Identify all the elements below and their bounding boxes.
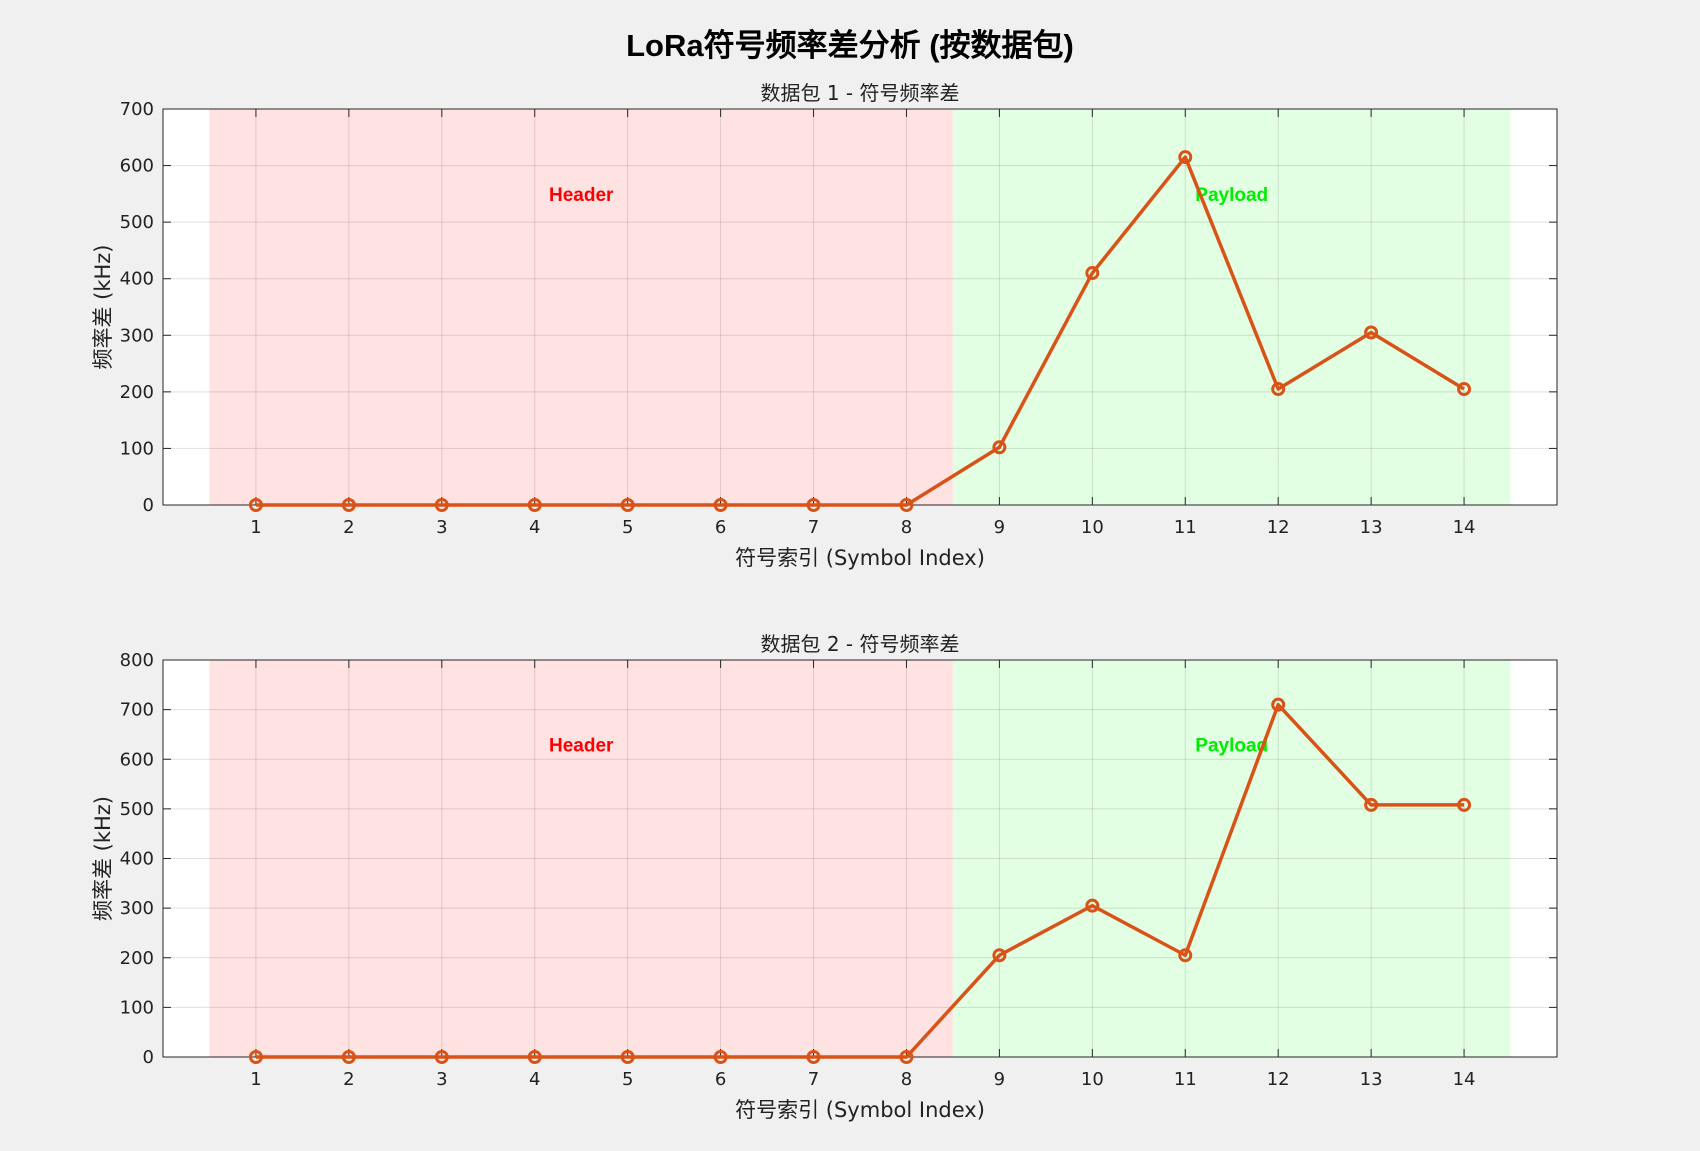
- data-point: [1457, 797, 1472, 812]
- data-point: [1085, 898, 1100, 913]
- header-region: [209, 109, 953, 505]
- y-tick-label: 100: [120, 997, 154, 1018]
- data-point: [620, 1050, 635, 1064]
- y-tick-label: 0: [143, 495, 154, 516]
- y-tick-label: 300: [120, 325, 154, 346]
- y-tick-label: 400: [120, 269, 154, 290]
- y-tick-label: 500: [120, 212, 154, 233]
- x-tick-label: 3: [436, 517, 447, 538]
- x-tick-label: 5: [622, 517, 633, 538]
- x-axis-label: 符号索引 (Symbol Index): [735, 546, 985, 570]
- x-tick-label: 7: [808, 1069, 819, 1090]
- data-point: [527, 498, 542, 512]
- data-point: [248, 1050, 263, 1064]
- x-tick-label: 6: [715, 1069, 726, 1090]
- x-tick-label: 11: [1174, 517, 1197, 538]
- x-tick-label: 14: [1453, 517, 1476, 538]
- y-tick-label: 200: [120, 382, 154, 403]
- x-tick-label: 11: [1174, 1069, 1197, 1090]
- x-tick-label: 12: [1267, 517, 1290, 538]
- data-point: [620, 498, 635, 512]
- y-axis-label: 频率差 (kHz): [91, 796, 115, 921]
- data-point: [1178, 150, 1193, 165]
- y-tick-label: 800: [120, 650, 154, 671]
- y-tick-label: 100: [120, 438, 154, 459]
- data-point: [1178, 948, 1193, 963]
- figure-title: LoRa符号频率差分析 (按数据包): [626, 28, 1074, 63]
- data-point: [713, 498, 728, 512]
- header-region: [209, 660, 953, 1057]
- x-tick-label: 2: [343, 1069, 354, 1090]
- data-point: [806, 498, 821, 512]
- x-tick-label: 5: [622, 1069, 633, 1090]
- series-line: [255, 155, 1465, 507]
- data-point: [248, 498, 263, 512]
- payload-label: Payload: [1195, 735, 1268, 756]
- x-tick-label: 7: [808, 517, 819, 538]
- y-tick-label: 400: [120, 849, 154, 870]
- x-tick-label: 1: [250, 1069, 261, 1090]
- subplot-title: 数据包 1 - 符号频率差: [760, 81, 959, 105]
- data-point: [992, 948, 1007, 963]
- x-axis-label: 符号索引 (Symbol Index): [735, 1098, 985, 1122]
- x-tick-label: 13: [1360, 517, 1383, 538]
- data-point: [1364, 325, 1379, 340]
- x-tick-label: 9: [994, 517, 1005, 538]
- subplot-title: 数据包 2 - 符号频率差: [760, 632, 959, 656]
- x-tick-label: 13: [1360, 1069, 1383, 1090]
- data-point: [992, 440, 1007, 455]
- data-point: [713, 1050, 728, 1064]
- y-tick-label: 0: [143, 1047, 154, 1068]
- header-label: Header: [549, 735, 614, 756]
- y-tick-label: 600: [120, 749, 154, 770]
- y-tick-label: 200: [120, 948, 154, 969]
- data-point: [1364, 797, 1379, 812]
- data-point: [341, 1050, 356, 1064]
- data-point: [1271, 382, 1286, 397]
- x-tick-label: 8: [901, 517, 912, 538]
- data-point: [899, 1050, 914, 1064]
- series-line: [255, 702, 1465, 1059]
- header-label: Header: [549, 185, 614, 206]
- x-tick-label: 9: [994, 1069, 1005, 1090]
- x-tick-label: 6: [715, 517, 726, 538]
- data-point: [341, 498, 356, 512]
- x-tick-label: 10: [1081, 1069, 1104, 1090]
- data-point: [1457, 382, 1472, 397]
- data-point: [527, 1050, 542, 1064]
- y-tick-label: 300: [120, 898, 154, 919]
- payload-region: [952, 109, 1511, 505]
- y-axis-label: 频率差 (kHz): [91, 244, 115, 369]
- x-tick-label: 10: [1081, 517, 1104, 538]
- y-tick-label: 700: [120, 700, 154, 721]
- x-tick-label: 8: [901, 1069, 912, 1090]
- data-point: [806, 1050, 821, 1064]
- y-tick-label: 500: [120, 799, 154, 820]
- x-tick-label: 12: [1267, 1069, 1290, 1090]
- payload-label: Payload: [1195, 185, 1268, 206]
- data-point: [434, 498, 449, 512]
- data-point: [1085, 266, 1100, 281]
- x-tick-label: 1: [250, 517, 261, 538]
- x-tick-label: 14: [1453, 1069, 1476, 1090]
- x-tick-label: 2: [343, 517, 354, 538]
- data-point: [434, 1050, 449, 1064]
- y-tick-label: 600: [120, 156, 154, 177]
- payload-region: [952, 660, 1511, 1057]
- x-tick-label: 4: [529, 1069, 540, 1090]
- x-tick-label: 3: [436, 1069, 447, 1090]
- data-point: [1271, 697, 1286, 712]
- x-tick-label: 4: [529, 517, 540, 538]
- y-tick-label: 700: [120, 99, 154, 120]
- data-point: [899, 498, 914, 512]
